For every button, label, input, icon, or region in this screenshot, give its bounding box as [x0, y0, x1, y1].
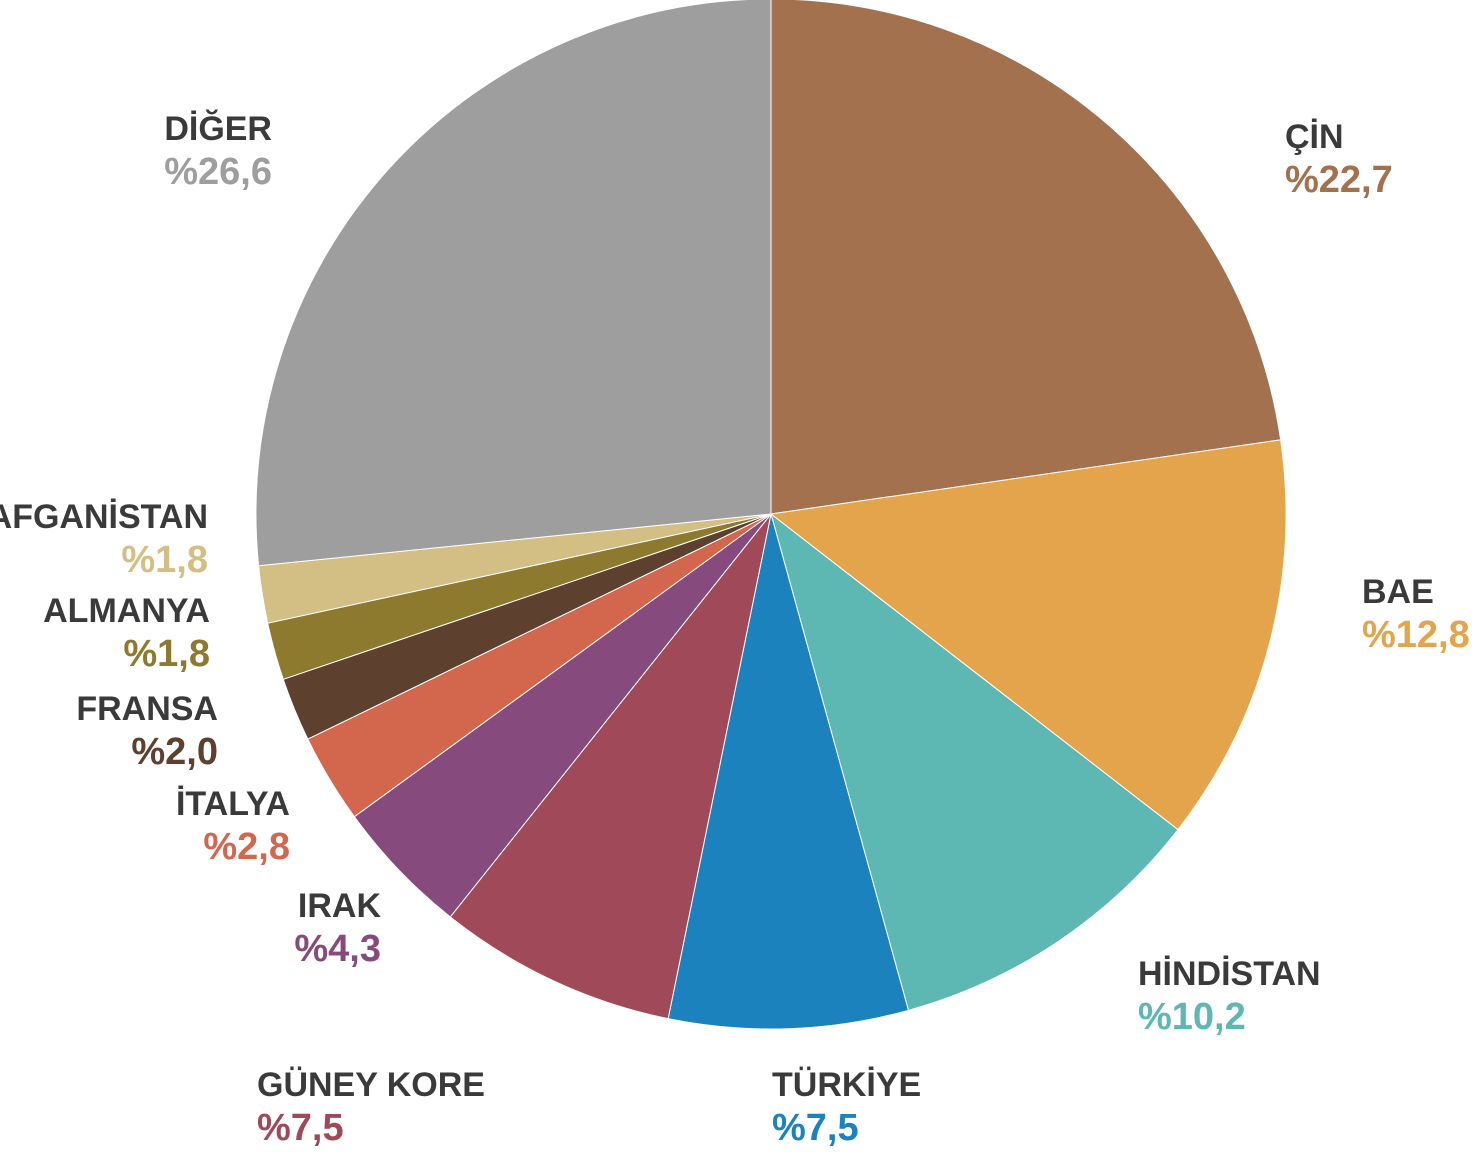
- slice-value-afganistan: %1,8: [121, 539, 208, 581]
- pie-labels: ÇİN%22,7BAE%12,8HİNDİSTAN%10,2TÜRKİYE%7,…: [0, 110, 1470, 1149]
- slice-value-fransa: %2,0: [131, 731, 218, 773]
- slice-label-hindistan: HİNDİSTAN: [1138, 955, 1321, 993]
- slice-value-italya: %2,8: [203, 826, 290, 868]
- slice-label-turkiye: TÜRKİYE: [772, 1066, 921, 1104]
- pie-slice-bae: [769, 439, 1287, 831]
- slice-value-irak: %4,3: [294, 928, 381, 970]
- pie-slice-hindistan: [770, 512, 1179, 1011]
- slice-value-diger: %26,6: [164, 151, 272, 193]
- pie-slice-turkiye: [667, 513, 910, 1030]
- pie-slice-guney-kore: [449, 513, 772, 1020]
- slice-label-guney-kore: GÜNEY KORE: [257, 1066, 485, 1104]
- pie-slice-cin: [770, 0, 1282, 515]
- slice-value-bae: %12,8: [1362, 614, 1470, 656]
- slice-label-italya: İTALYA: [176, 785, 290, 823]
- slice-label-fransa: FRANSA: [76, 690, 218, 728]
- slice-value-almanya: %1,8: [123, 633, 210, 675]
- slice-label-cin: ÇİN: [1285, 118, 1344, 156]
- slice-label-bae: BAE: [1362, 573, 1434, 611]
- pie-slice-diger: [255, 0, 772, 567]
- slice-label-diger: DİĞER: [164, 110, 272, 148]
- slice-value-guney-kore: %7,5: [257, 1107, 344, 1149]
- slice-value-turkiye: %7,5: [772, 1107, 859, 1149]
- slice-value-cin: %22,7: [1285, 159, 1393, 201]
- slice-value-hindistan: %10,2: [1138, 996, 1246, 1038]
- pie-slices: [255, 0, 1287, 1030]
- slice-label-afganistan: AFGANİSTAN: [0, 498, 208, 536]
- slice-label-irak: IRAK: [298, 887, 382, 925]
- slice-label-almanya: ALMANYA: [43, 592, 210, 630]
